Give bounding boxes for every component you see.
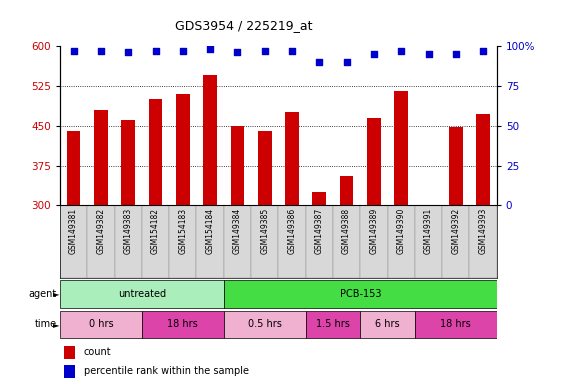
Text: time: time	[35, 319, 57, 329]
Bar	[122, 121, 135, 205]
Point	[260, 48, 270, 54]
Text: GSM149385: GSM149385	[260, 208, 269, 254]
Bar	[442, 205, 469, 278]
Text: GSM154183: GSM154183	[178, 208, 187, 254]
Text: untreated: untreated	[118, 289, 166, 299]
Text: 0 hrs: 0 hrs	[89, 319, 113, 329]
Bar	[224, 205, 251, 278]
Bar	[305, 205, 333, 278]
Bar	[142, 311, 224, 338]
Text: agent: agent	[29, 289, 57, 299]
Text: GSM149384: GSM149384	[233, 208, 242, 254]
Text: 18 hrs: 18 hrs	[167, 319, 198, 329]
Point	[424, 51, 433, 57]
Text: count: count	[84, 347, 111, 357]
Bar	[60, 280, 224, 308]
Bar	[142, 205, 169, 278]
Text: ►: ►	[53, 320, 59, 329]
Text: GSM154182: GSM154182	[151, 208, 160, 253]
Text: 0.5 hrs: 0.5 hrs	[248, 319, 282, 329]
Text: GSM149387: GSM149387	[315, 208, 324, 254]
Point	[478, 48, 488, 54]
Text: GDS3954 / 225219_at: GDS3954 / 225219_at	[175, 19, 312, 32]
Bar	[469, 205, 497, 278]
Text: GSM149388: GSM149388	[342, 208, 351, 254]
Text: GSM149389: GSM149389	[369, 208, 379, 254]
Bar	[60, 311, 142, 338]
Text: GSM149392: GSM149392	[451, 208, 460, 254]
Bar	[65, 365, 75, 378]
Bar	[224, 311, 305, 338]
Bar	[65, 346, 75, 359]
Bar	[367, 118, 381, 205]
Point	[96, 48, 106, 54]
Bar	[203, 75, 217, 205]
Bar	[360, 205, 388, 278]
Point	[124, 50, 133, 56]
Bar	[312, 192, 326, 205]
Text: GSM149393: GSM149393	[478, 208, 488, 254]
Bar	[251, 205, 279, 278]
Bar	[285, 113, 299, 205]
Point	[369, 51, 379, 57]
Bar	[67, 131, 81, 205]
Text: GSM154184: GSM154184	[206, 208, 215, 254]
Point	[397, 48, 406, 54]
Bar	[395, 91, 408, 205]
Bar	[476, 114, 490, 205]
Bar	[333, 205, 360, 278]
Text: GSM149386: GSM149386	[288, 208, 296, 254]
Bar	[196, 205, 224, 278]
Point	[151, 48, 160, 54]
Point	[206, 46, 215, 52]
Bar	[415, 311, 497, 338]
Bar	[115, 205, 142, 278]
Text: GSM149391: GSM149391	[424, 208, 433, 254]
Bar	[148, 99, 162, 205]
Bar	[224, 280, 497, 308]
Point	[178, 48, 187, 54]
Bar	[176, 94, 190, 205]
Text: PCB-153: PCB-153	[340, 289, 381, 299]
Point	[342, 59, 351, 65]
Bar	[360, 311, 415, 338]
Text: GSM149390: GSM149390	[397, 208, 406, 254]
Bar	[60, 205, 87, 278]
Bar	[415, 205, 442, 278]
Bar	[94, 110, 108, 205]
Bar	[258, 131, 272, 205]
Text: 18 hrs: 18 hrs	[440, 319, 471, 329]
Text: percentile rank within the sample: percentile rank within the sample	[84, 366, 249, 376]
Bar	[449, 127, 463, 205]
Point	[287, 48, 296, 54]
Text: 1.5 hrs: 1.5 hrs	[316, 319, 350, 329]
Bar	[388, 205, 415, 278]
Point	[451, 51, 460, 57]
Text: ►: ►	[53, 289, 59, 298]
Bar	[87, 205, 115, 278]
Point	[69, 48, 78, 54]
Bar	[279, 205, 305, 278]
Text: GSM149382: GSM149382	[96, 208, 106, 254]
Text: 6 hrs: 6 hrs	[375, 319, 400, 329]
Point	[315, 59, 324, 65]
Bar	[231, 126, 244, 205]
Bar	[305, 311, 360, 338]
Text: GSM149381: GSM149381	[69, 208, 78, 254]
Text: GSM149383: GSM149383	[124, 208, 132, 254]
Bar	[340, 176, 353, 205]
Point	[233, 50, 242, 56]
Bar	[169, 205, 196, 278]
